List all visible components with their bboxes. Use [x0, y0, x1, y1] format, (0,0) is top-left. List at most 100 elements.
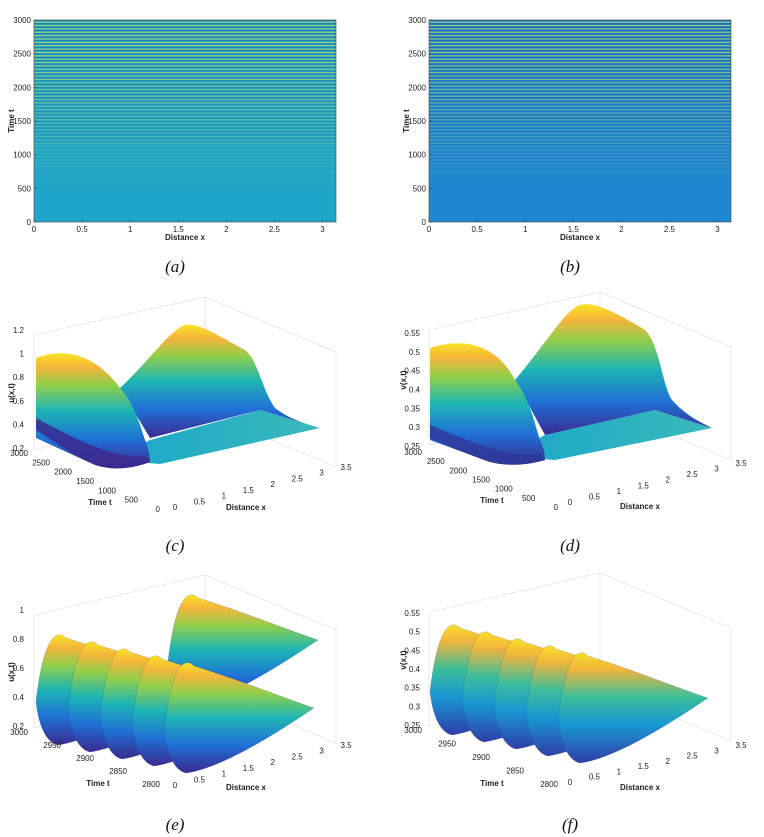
heatmap-stripe — [429, 169, 731, 171]
heatmap-stripe-dark — [34, 137, 336, 139]
x-tick-label: 1.5 — [243, 486, 255, 495]
heatmap-stripe-dark — [429, 124, 731, 126]
surface-e-xlabel: Distance x — [226, 783, 267, 792]
heatmap-stripe-dark — [34, 131, 336, 132]
heatmap-b-xlabel: Distance x — [560, 233, 601, 242]
x-tick-label: 2.5 — [687, 470, 699, 479]
x-tick-label: 2.5 — [292, 752, 304, 761]
x-tick-label: 2.5 — [687, 752, 699, 761]
heatmap-stripe — [429, 136, 731, 138]
heatmap-stripe-dark — [429, 83, 731, 85]
z-tick-label: 0.45 — [404, 646, 420, 655]
x-tick-label: 1 — [523, 225, 528, 234]
heatmap-stripe — [429, 99, 731, 101]
t-tick-label: 3000 — [10, 728, 28, 737]
heatmap-stripe — [34, 122, 336, 124]
heatmap-stripe-dark — [429, 87, 731, 89]
surface-c-ridge-back — [120, 324, 320, 438]
t-tick-label: 2900 — [472, 753, 490, 762]
z-tick-label: 0.6 — [13, 664, 25, 673]
heatmap-stripe — [34, 55, 336, 57]
heatmap-stripe — [34, 41, 336, 43]
heatmap-stripe — [34, 99, 336, 101]
heatmap-stripe-dark — [34, 94, 336, 95]
heatmap-stripe — [429, 75, 731, 77]
heatmap-stripe-dark — [34, 70, 336, 72]
heatmap-stripe-dark — [34, 90, 336, 92]
heatmap-stripe — [429, 176, 731, 178]
surface-d-trough — [430, 425, 545, 465]
heatmap-stripe-dark — [429, 127, 731, 129]
panel-a: 0 0.5 1 1.5 2 2.5 3 0 500 1000 1500 2000 2500 3000 Di… — [7, 16, 337, 276]
heatmap-b-background — [429, 20, 731, 222]
t-tick-label: 2950 — [43, 741, 61, 750]
heatmap-stripe-dark — [34, 107, 336, 109]
t-tick-label: 1500 — [76, 477, 94, 486]
panel-e: 0.2 0.4 0.6 0.8 1 3000 2950 2900 2850 2800 0 0.5 1 1.… — [7, 574, 352, 834]
surface-e-ticks: 0.2 0.4 0.6 0.8 1 3000 2950 2900 2850 2800 0 0.5 1 1.… — [10, 606, 352, 790]
z-tick-label: 0.35 — [404, 404, 420, 413]
heatmap-b-stripes — [429, 20, 731, 185]
heatmap-stripe-dark — [34, 23, 336, 25]
heatmap-stripe — [429, 21, 731, 23]
t-tick-label: 3000 — [404, 448, 422, 457]
heatmap-stripe-dark — [429, 60, 731, 62]
x-tick-label: 3 — [714, 746, 719, 755]
heatmap-stripe-dark — [429, 33, 731, 35]
y-tick-label: 3000 — [408, 16, 426, 25]
heatmap-stripe — [429, 82, 731, 84]
x-tick-label: 2 — [619, 225, 624, 234]
x-tick-label: 1 — [128, 225, 133, 234]
heatmap-stripe-dark — [34, 83, 336, 85]
y-tick-label: 500 — [413, 184, 427, 193]
y-tick-label: 0 — [422, 218, 427, 227]
heatmap-stripe — [34, 82, 336, 84]
heatmap-stripe — [34, 149, 336, 151]
heatmap-stripe — [429, 139, 731, 141]
z-tick-label: 1.2 — [13, 326, 25, 335]
z-tick-label: 0.4 — [13, 420, 25, 429]
heatmap-stripe-dark — [429, 20, 731, 21]
x-tick-label: 0.5 — [194, 497, 206, 506]
heatmap-stripe — [34, 139, 336, 141]
y-tick-label: 1000 — [408, 151, 426, 160]
heatmap-stripe — [429, 31, 731, 33]
heatmap-stripe — [34, 132, 336, 134]
heatmap-stripe — [34, 169, 336, 171]
heatmap-stripe — [34, 152, 336, 154]
heatmap-stripe — [429, 51, 731, 53]
heatmap-stripe — [429, 179, 731, 181]
y-tick-label: 3000 — [13, 16, 31, 25]
heatmap-stripe — [34, 92, 336, 94]
t-tick-label: 0 — [156, 505, 161, 514]
heatmap-a-xlabel: Distance x — [165, 233, 206, 242]
z-tick-label: 0.25 — [404, 442, 420, 451]
heatmap-stripe-dark — [34, 33, 336, 35]
y-tick-label: 2000 — [408, 83, 426, 92]
heatmap-stripe-dark — [34, 127, 336, 129]
heatmap-stripe-dark — [34, 104, 336, 106]
heatmap-stripe — [34, 129, 336, 131]
heatmap-stripe — [34, 58, 336, 60]
surface-d-xlabel: Distance x — [620, 502, 661, 511]
heatmap-stripe — [429, 119, 731, 121]
heatmap-stripe — [429, 102, 731, 104]
heatmap-stripe — [429, 105, 731, 107]
x-tick-label: 2 — [665, 476, 670, 485]
x-tick-label: 3.5 — [340, 741, 352, 750]
heatmap-stripe — [34, 25, 336, 26]
heatmap-stripe-dark — [34, 87, 336, 89]
t-tick-label: 2950 — [438, 740, 456, 749]
heatmap-stripe — [429, 159, 731, 161]
heatmap-stripe — [34, 115, 336, 117]
y-tick-label: 2000 — [13, 83, 31, 92]
x-tick-label: 0 — [173, 503, 178, 512]
heatmap-stripe — [429, 149, 731, 151]
heatmap-stripe — [34, 159, 336, 161]
heatmap-stripe-dark — [34, 134, 336, 136]
t-tick-label: 2000 — [54, 468, 72, 477]
heatmap-stripe-dark — [34, 63, 336, 65]
heatmap-stripe — [429, 65, 731, 67]
t-tick-label: 2900 — [76, 754, 94, 763]
